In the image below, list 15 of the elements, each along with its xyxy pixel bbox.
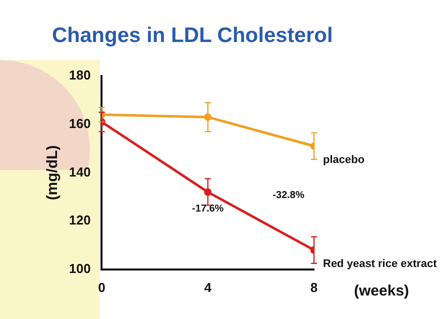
y-tick-label: 100 (68, 260, 91, 276)
annotation: -17.6% (192, 203, 224, 214)
x-axis-title: (weeks) (354, 282, 410, 300)
y-tick-label: 180 (68, 68, 91, 83)
annotation: -32.8% (272, 190, 304, 201)
x-tick-label: 4 (204, 280, 212, 295)
x-tick-label: 0 (98, 280, 106, 295)
series-label: Red yeast rice extract (323, 258, 438, 270)
y-axis-title: (mg/dL) (44, 145, 62, 200)
y-tick-label: 160 (68, 116, 91, 131)
y-tick-label: 140 (68, 164, 91, 180)
y-tick-label: 120 (68, 212, 91, 228)
x-tick-label: 8 (310, 280, 318, 295)
chart-title: Changes in LDL Cholesterol (52, 24, 333, 48)
series-label: placebo (323, 154, 365, 166)
